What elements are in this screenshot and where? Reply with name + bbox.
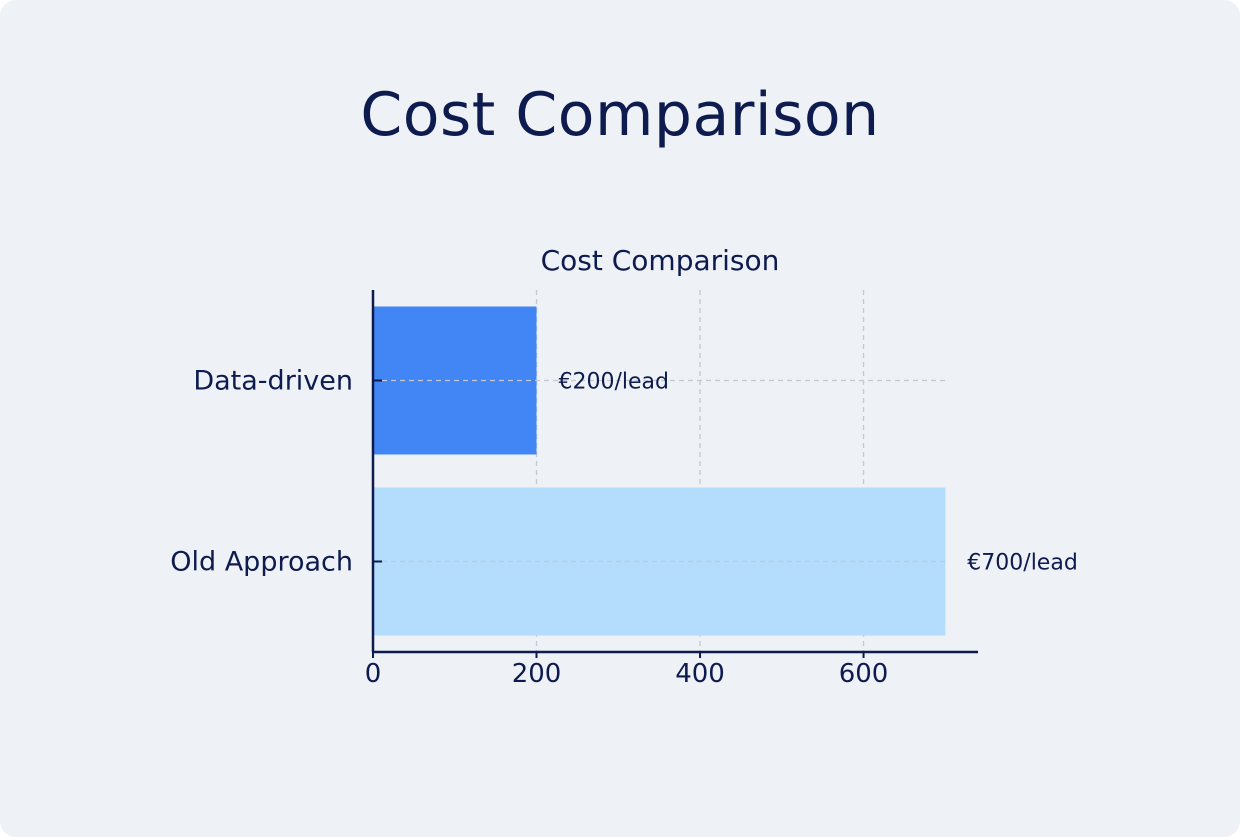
data-label-0: €200/lead — [559, 370, 670, 395]
axes — [371, 290, 978, 658]
bars — [373, 306, 946, 636]
category-label-0: Data-driven — [193, 366, 353, 397]
chart-title: Cost Comparison — [541, 244, 780, 277]
labels: 0 200 400 600 Data-driven €200/lead Old Approa… — [170, 366, 1078, 690]
data-label-1: €700/lead — [967, 551, 1078, 576]
x-tick-label-2: 400 — [675, 659, 725, 689]
x-tick-label-0: 0 — [365, 659, 382, 689]
bar-old-approach — [373, 487, 946, 636]
page-title: Cost Comparison — [360, 80, 880, 150]
category-label-1: Old Approach — [170, 547, 353, 578]
x-tick-label-1: 200 — [512, 659, 562, 689]
x-tick-label-3: 600 — [839, 659, 889, 689]
